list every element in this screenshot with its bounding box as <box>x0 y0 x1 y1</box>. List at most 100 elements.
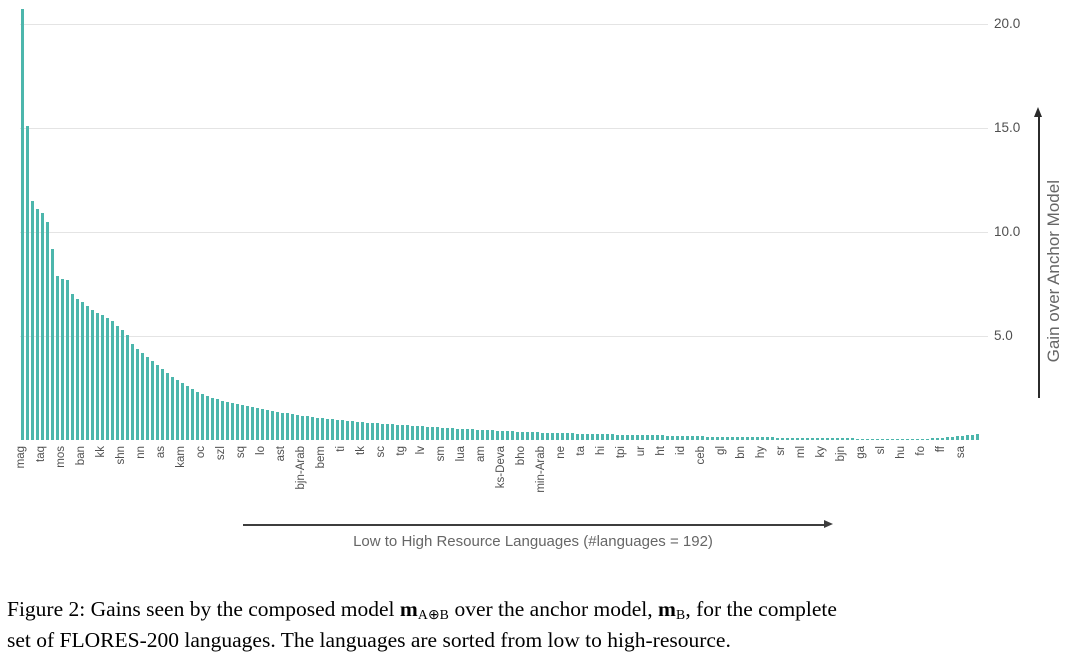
bar <box>941 437 944 440</box>
bar <box>831 438 834 440</box>
bar <box>86 305 89 440</box>
bar <box>236 403 239 440</box>
bar <box>266 409 269 440</box>
x-tick-label: ta <box>575 446 587 456</box>
bar <box>691 436 694 440</box>
bar <box>861 438 864 440</box>
x-tick-label: lua <box>455 446 467 462</box>
x-tick-label: ban <box>75 446 87 466</box>
x-tick-label: ky <box>815 446 827 458</box>
x-tick-label: ti <box>335 446 347 452</box>
bar <box>626 434 629 440</box>
bar <box>616 434 619 440</box>
bar <box>806 437 809 440</box>
bar <box>826 438 829 440</box>
gridline <box>20 128 988 129</box>
bar <box>101 315 104 440</box>
bar <box>56 275 59 440</box>
x-tick-label: sm <box>435 446 447 462</box>
bar <box>621 434 624 440</box>
x-tick-label: lv <box>415 446 427 455</box>
bar <box>426 426 429 440</box>
caption-line: set of FLORES-200 languages. The languag… <box>7 627 731 652</box>
bar <box>576 433 579 440</box>
bar <box>431 426 434 440</box>
gridline <box>20 336 988 337</box>
bar <box>121 329 124 440</box>
bar <box>846 438 849 440</box>
bar <box>201 394 204 440</box>
bar <box>336 419 339 440</box>
bar <box>781 437 784 440</box>
bar <box>716 436 719 440</box>
bar <box>886 439 889 440</box>
bar <box>821 437 824 440</box>
bar <box>286 413 289 440</box>
x-tick-label: shn <box>115 446 127 465</box>
x-axis-arrow <box>243 524 825 526</box>
bar <box>496 430 499 440</box>
bar <box>46 221 49 440</box>
bar <box>196 392 199 440</box>
bar <box>351 421 354 440</box>
bar <box>586 433 589 440</box>
bar <box>416 426 419 440</box>
bar <box>736 436 739 440</box>
bar <box>971 434 974 440</box>
bar <box>901 439 904 440</box>
bar <box>876 438 879 440</box>
bar <box>396 424 399 440</box>
bar <box>486 430 489 440</box>
bar <box>546 432 549 440</box>
bar <box>931 438 934 440</box>
bar <box>321 418 324 440</box>
bar <box>911 439 914 440</box>
bar <box>601 434 604 440</box>
bar <box>231 402 234 440</box>
x-tick-label: hy <box>755 446 767 459</box>
bar <box>506 431 509 440</box>
bar <box>891 439 894 440</box>
bar <box>516 431 519 440</box>
bar <box>156 365 159 440</box>
bar <box>96 313 99 440</box>
bar <box>371 422 374 440</box>
x-tick-label: bho <box>515 446 527 466</box>
bar <box>946 437 949 440</box>
y-tick-label: 10.0 <box>994 224 1021 239</box>
bar <box>341 420 344 440</box>
bar <box>951 436 954 440</box>
x-tick-label: ks-Deva <box>495 446 507 489</box>
bar <box>936 437 939 440</box>
bar <box>221 400 224 440</box>
bar <box>191 389 194 440</box>
bar <box>566 433 569 440</box>
x-tick-label: hi <box>595 446 607 455</box>
bar <box>36 209 39 440</box>
bar <box>581 433 584 440</box>
x-tick-label: sl <box>875 446 887 455</box>
bar <box>801 437 804 440</box>
bar <box>366 422 369 440</box>
bar-series <box>21 7 981 440</box>
right-arrow-icon <box>824 520 833 528</box>
x-tick-label: ur <box>635 446 647 457</box>
bar <box>446 427 449 440</box>
bar <box>306 416 309 440</box>
x-tick-label: oc <box>195 446 207 459</box>
bar <box>786 437 789 440</box>
bar <box>81 301 84 440</box>
x-tick-label: mag <box>15 446 27 469</box>
bar <box>41 213 44 440</box>
bar <box>921 439 924 440</box>
bar <box>866 438 869 440</box>
bar <box>906 439 909 440</box>
bar <box>881 439 884 440</box>
x-tick-label: ne <box>555 446 567 459</box>
x-tick-label: ht <box>655 446 667 456</box>
bar <box>521 431 524 440</box>
bar <box>701 436 704 440</box>
x-axis-title: Low to High Resource Languages (#languag… <box>353 533 713 550</box>
bar <box>291 414 294 440</box>
